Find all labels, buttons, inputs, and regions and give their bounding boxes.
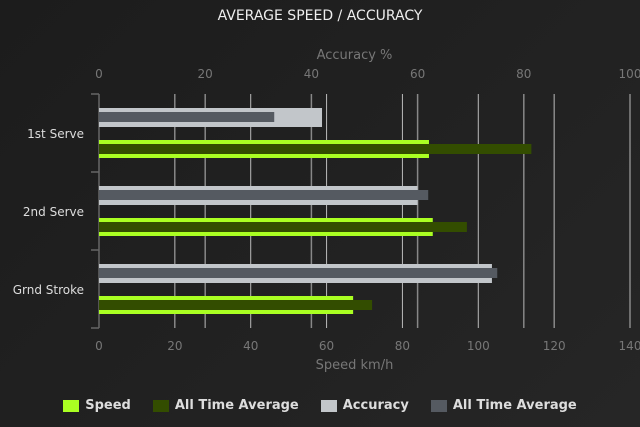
x-top-axis-title: Accuracy %: [317, 48, 393, 63]
x-bottom-tick-label: 40: [243, 339, 258, 353]
bar-speed-all-time-average: [99, 144, 532, 154]
legend-item: Accuracy: [320, 398, 409, 413]
x-top-tick-label: 40: [304, 67, 319, 81]
legend-item: Speed: [63, 398, 131, 413]
legend-swatch: [320, 399, 337, 412]
legend-label: All Time Average: [174, 398, 299, 413]
legend-label: Accuracy: [342, 398, 409, 413]
x-top-tick-label: 20: [198, 67, 213, 81]
x-bottom-tick-label: 20: [167, 339, 182, 353]
legend-swatch: [152, 399, 169, 412]
bar-accuracy-all-time-average: [99, 112, 275, 122]
x-top-tick-label: 0: [95, 67, 103, 81]
legend-swatch: [63, 399, 80, 412]
x-bottom-tick-label: 140: [619, 339, 640, 353]
legend-label: Speed: [85, 398, 131, 413]
y-tick-label: 2nd Serve: [23, 205, 84, 219]
bar-accuracy-all-time-average: [99, 190, 429, 200]
legend-label: All Time Average: [452, 398, 577, 413]
x-top-tick-label: 60: [410, 67, 425, 81]
y-tick-label: Grnd Stroke: [13, 283, 84, 297]
x-bottom-tick-label: 80: [395, 339, 410, 353]
legend-swatch: [430, 399, 447, 412]
y-tick-label: 1st Serve: [27, 127, 84, 141]
x-top-tick-label: 100: [619, 67, 640, 81]
bar-speed-all-time-average: [99, 222, 467, 232]
x-top-tick-label: 80: [516, 67, 531, 81]
x-bottom-tick-label: 60: [319, 339, 334, 353]
legend-item: All Time Average: [152, 398, 299, 413]
x-bottom-tick-label: 100: [467, 339, 490, 353]
x-bottom-tick-label: 120: [543, 339, 566, 353]
x-bottom-tick-label: 0: [95, 339, 103, 353]
chart-title: AVERAGE SPEED / ACCURACY: [217, 8, 423, 24]
bar-accuracy-all-time-average: [99, 268, 498, 278]
bar-speed-all-time-average: [99, 300, 373, 310]
legend: Speed All Time Average Accuracy All Time…: [0, 398, 640, 413]
legend-item: All Time Average: [430, 398, 577, 413]
x-bottom-axis-title: Speed km/h: [316, 358, 394, 373]
